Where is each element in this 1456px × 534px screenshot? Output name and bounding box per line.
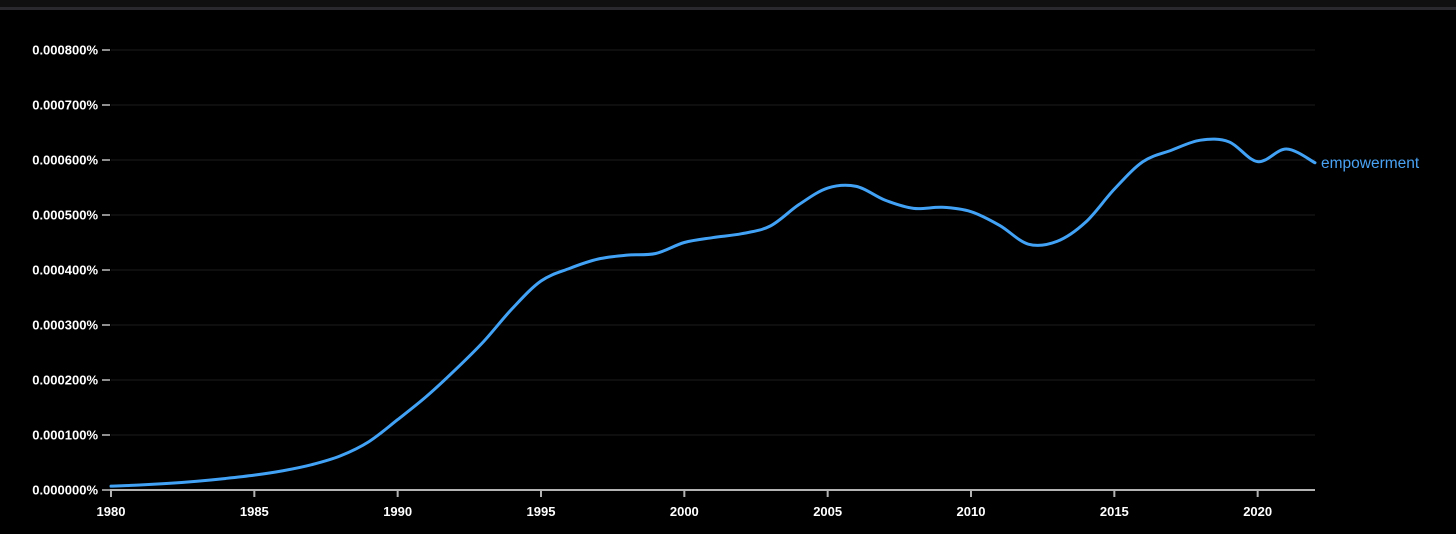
y-axis-label: 0.000500% [32, 208, 98, 223]
x-axis-label: 2005 [813, 504, 842, 519]
x-axis-label: 1980 [97, 504, 126, 519]
y-axis-label: 0.000100% [32, 428, 98, 443]
y-axis-label: 0.000800% [32, 43, 98, 58]
series-line-empowerment[interactable] [109, 137, 1317, 488]
x-axis-label: 1995 [527, 504, 556, 519]
x-axis-label: 2010 [957, 504, 986, 519]
x-axis-label: 1985 [240, 504, 269, 519]
y-axis-label: 0.000700% [32, 98, 98, 113]
y-axis-label: 0.000300% [32, 318, 98, 333]
y-axis-label: 0.000400% [32, 263, 98, 278]
window-top-edge-divider [0, 0, 1456, 10]
series-label-empowerment[interactable]: empowerment [1321, 155, 1420, 172]
y-axis-label: 0.000600% [32, 153, 98, 168]
x-axis-label: 1990 [383, 504, 412, 519]
y-axis-label: 0.000200% [32, 373, 98, 388]
y-axis-label: 0.000000% [32, 483, 98, 498]
x-axis-label: 2015 [1100, 504, 1129, 519]
x-axis-label: 2000 [670, 504, 699, 519]
x-axis-label: 2020 [1243, 504, 1272, 519]
